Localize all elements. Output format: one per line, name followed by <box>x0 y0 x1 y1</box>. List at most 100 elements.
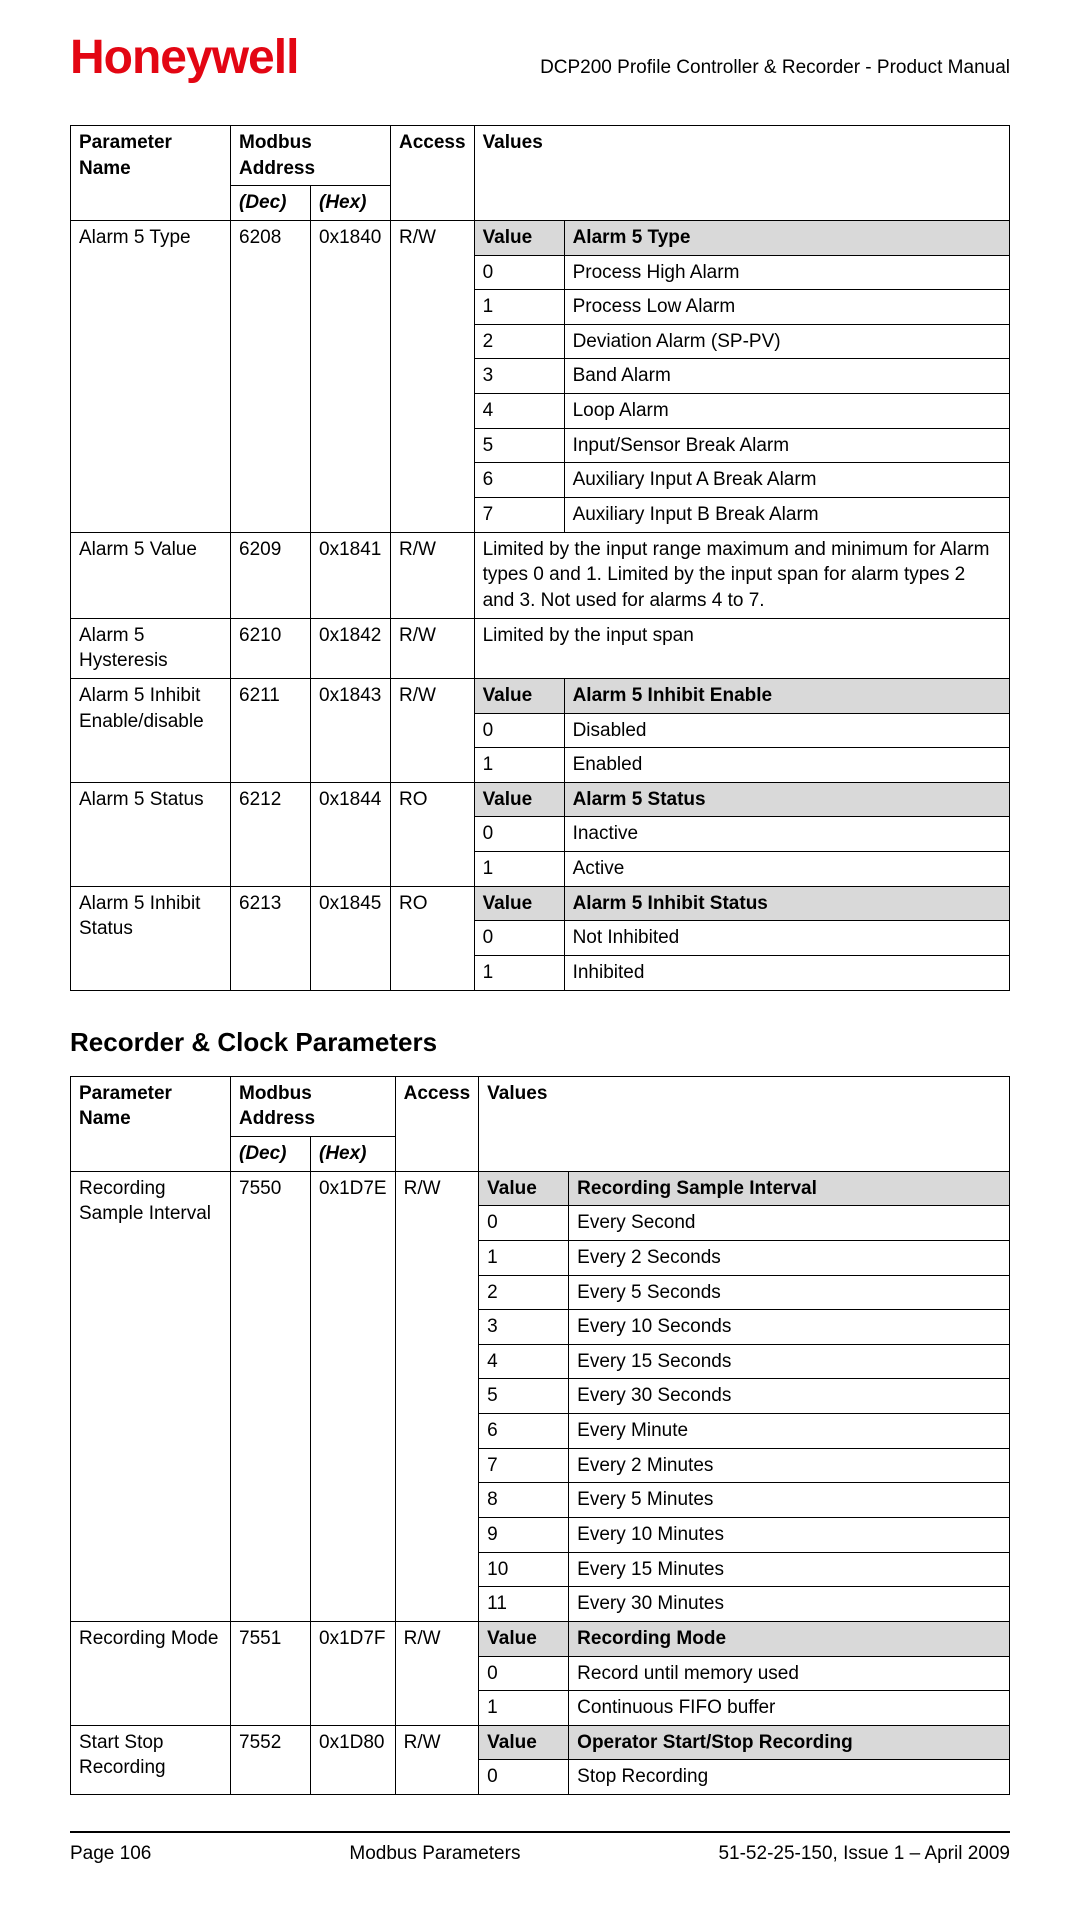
cell-dec: 6209 <box>231 532 311 618</box>
nested-value: 0 <box>474 713 564 748</box>
nested-header-label: Alarm 5 Type <box>564 220 1009 255</box>
table-row: Start Stop Recording75520x1D80R/WValueOp… <box>71 1725 1010 1760</box>
nested-desc: Loop Alarm <box>564 394 1009 429</box>
cell-dec: 7552 <box>231 1725 311 1794</box>
nested-value: 1 <box>474 956 564 991</box>
cell-hex: 0x1840 <box>311 220 391 532</box>
nested-value: 2 <box>479 1275 569 1310</box>
nested-desc: Process Low Alarm <box>564 290 1009 325</box>
cell-name: Recording Sample Interval <box>71 1171 231 1621</box>
nested-desc: Inactive <box>564 817 1009 852</box>
nested-value: 4 <box>474 394 564 429</box>
nested-value: 7 <box>474 498 564 533</box>
nested-value: 2 <box>474 324 564 359</box>
nested-desc: Record until memory used <box>569 1656 1010 1691</box>
cell-name: Alarm 5 Type <box>71 220 231 532</box>
nested-desc: Continuous FIFO buffer <box>569 1691 1010 1726</box>
page-footer: Page 106 Modbus Parameters 51-52-25-150,… <box>70 1843 1010 1865</box>
cell-name: Alarm 5 Inhibit Enable/disable <box>71 678 231 782</box>
cell-hex: 0x1842 <box>311 618 391 678</box>
col-hex: (Hex) <box>311 1136 396 1171</box>
footer-center: Modbus Parameters <box>349 1843 520 1865</box>
footer-right: 51-52-25-150, Issue 1 – April 2009 <box>718 1843 1010 1865</box>
nested-header-value: Value <box>479 1621 569 1656</box>
nested-desc: Every Minute <box>569 1414 1010 1449</box>
page-header: Honeywell DCP200 Profile Controller & Re… <box>70 30 1010 85</box>
nested-desc: Auxiliary Input B Break Alarm <box>564 498 1009 533</box>
cell-values-text: Limited by the input range maximum and m… <box>474 532 1009 618</box>
cell-access: R/W <box>395 1621 479 1725</box>
cell-access: R/W <box>391 678 475 782</box>
nested-header-label: Alarm 5 Inhibit Status <box>564 886 1009 921</box>
nested-value: 1 <box>479 1240 569 1275</box>
col-parameter-name: Parameter Name <box>71 126 231 221</box>
cell-name: Alarm 5 Value <box>71 532 231 618</box>
nested-header-value: Value <box>479 1725 569 1760</box>
nested-desc: Every 2 Minutes <box>569 1448 1010 1483</box>
nested-desc: Process High Alarm <box>564 255 1009 290</box>
table-row: Alarm 5 Hysteresis62100x1842R/WLimited b… <box>71 618 1010 678</box>
cell-name: Start Stop Recording <box>71 1725 231 1794</box>
nested-desc: Auxiliary Input A Break Alarm <box>564 463 1009 498</box>
nested-desc: Every Second <box>569 1206 1010 1241</box>
nested-value: 5 <box>479 1379 569 1414</box>
cell-access: RO <box>391 886 475 990</box>
nested-header-value: Value <box>479 1171 569 1206</box>
cell-access: RO <box>391 782 475 886</box>
nested-desc: Enabled <box>564 748 1009 783</box>
col-values: Values <box>479 1076 1010 1171</box>
document-title: DCP200 Profile Controller & Recorder - P… <box>540 57 1010 85</box>
col-hex: (Hex) <box>311 186 391 221</box>
nested-value: 0 <box>479 1206 569 1241</box>
nested-desc: Deviation Alarm (SP-PV) <box>564 324 1009 359</box>
cell-dec: 6212 <box>231 782 311 886</box>
nested-value: 0 <box>474 255 564 290</box>
cell-access: R/W <box>391 532 475 618</box>
nested-value: 8 <box>479 1483 569 1518</box>
nested-value: 1 <box>474 290 564 325</box>
nested-desc: Every 15 Minutes <box>569 1552 1010 1587</box>
nested-desc: Band Alarm <box>564 359 1009 394</box>
cell-hex: 0x1844 <box>311 782 391 886</box>
col-modbus-address: Modbus Address <box>231 1076 396 1136</box>
nested-value: 7 <box>479 1448 569 1483</box>
table-row: Alarm 5 Type62080x1840R/WValueAlarm 5 Ty… <box>71 220 1010 255</box>
nested-value: 9 <box>479 1517 569 1552</box>
nested-value: 10 <box>479 1552 569 1587</box>
cell-values-text: Limited by the input span <box>474 618 1009 678</box>
col-dec: (Dec) <box>231 186 311 221</box>
cell-dec: 7551 <box>231 1621 311 1725</box>
nested-value: 1 <box>479 1691 569 1726</box>
col-values: Values <box>474 126 1009 221</box>
logo: Honeywell <box>70 30 298 85</box>
col-modbus-address: Modbus Address <box>231 126 391 186</box>
nested-value: 0 <box>474 921 564 956</box>
nested-value: 5 <box>474 428 564 463</box>
col-access: Access <box>391 126 475 221</box>
cell-access: R/W <box>395 1725 479 1794</box>
nested-value: 11 <box>479 1587 569 1622</box>
nested-desc: Every 15 Seconds <box>569 1344 1010 1379</box>
cell-access: R/W <box>395 1171 479 1621</box>
nested-desc: Every 30 Seconds <box>569 1379 1010 1414</box>
table-row: Recording Mode75510x1D7FR/WValueRecordin… <box>71 1621 1010 1656</box>
nested-desc: Every 30 Minutes <box>569 1587 1010 1622</box>
nested-desc: Every 5 Seconds <box>569 1275 1010 1310</box>
nested-value: 0 <box>479 1760 569 1795</box>
col-dec: (Dec) <box>231 1136 311 1171</box>
nested-desc: Every 2 Seconds <box>569 1240 1010 1275</box>
nested-header-label: Operator Start/Stop Recording <box>569 1725 1010 1760</box>
section-heading: Recorder & Clock Parameters <box>70 1027 1010 1058</box>
table-row: Alarm 5 Value62090x1841R/WLimited by the… <box>71 532 1010 618</box>
nested-header-label: Alarm 5 Status <box>564 782 1009 817</box>
cell-dec: 6213 <box>231 886 311 990</box>
nested-header-value: Value <box>474 220 564 255</box>
nested-header-value: Value <box>474 886 564 921</box>
nested-value: 1 <box>474 852 564 887</box>
nested-desc: Every 10 Seconds <box>569 1310 1010 1345</box>
nested-value: 6 <box>474 463 564 498</box>
nested-header-value: Value <box>474 782 564 817</box>
nested-value: 0 <box>479 1656 569 1691</box>
nested-header-label: Recording Mode <box>569 1621 1010 1656</box>
cell-hex: 0x1841 <box>311 532 391 618</box>
